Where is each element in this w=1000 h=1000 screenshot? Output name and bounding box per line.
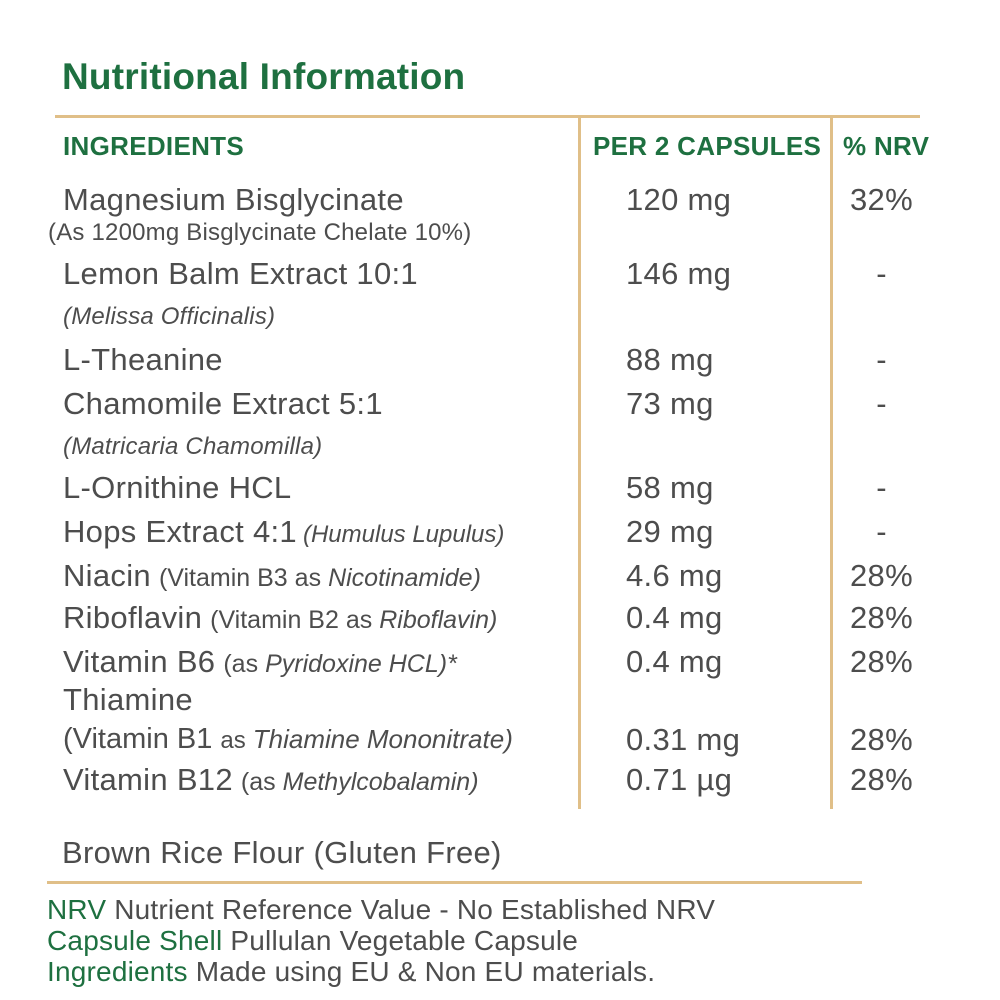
footnote-text: Pullulan Vegetable Capsule xyxy=(230,925,579,956)
ingredient-name: Vitamin B12 xyxy=(63,762,233,797)
ingredient-name: Riboflavin xyxy=(63,600,203,635)
ingredient-nrv: 28% xyxy=(830,717,920,757)
ingredient-form: (Vitamin B1 xyxy=(63,723,213,755)
table-row: Magnesium Bisglycinate xyxy=(55,177,578,217)
ingredient-name: Hops Extract 4:1 xyxy=(63,514,297,549)
ingredient-nrv: 28% xyxy=(830,635,920,679)
table-cell-empty xyxy=(830,291,920,331)
ingredient-amount: 0.31 mg xyxy=(578,717,830,757)
ingredient-name: Vitamin B6 xyxy=(63,644,216,679)
table-row: L-Ornithine HCL xyxy=(55,461,578,505)
footnote-label: Ingredients xyxy=(47,956,188,987)
ingredient-amount: 88 mg xyxy=(578,331,830,377)
ingredient-form-italic: Pyridoxine HCL) xyxy=(265,650,448,678)
footnote-capsule-shell: Capsule Shell Pullulan Vegetable Capsule xyxy=(47,925,960,956)
ingredient-nrv: - xyxy=(830,461,920,505)
ingredient-name: L-Ornithine HCL xyxy=(63,470,292,505)
ingredient-form-italic: Nicotinamide) xyxy=(328,564,481,592)
ingredient-form: (Vitamin B2 as xyxy=(210,606,373,634)
ingredient-latin-name: (Humulus Lupulus) xyxy=(302,521,505,548)
column-header-ingredients: INGREDIENTS xyxy=(63,131,244,161)
ingredient-amount: 4.6 mg xyxy=(578,549,830,593)
table-row: (As 1200mg Bisglycinate Chelate 10%) xyxy=(48,217,578,247)
ingredient-nrv: 28% xyxy=(830,549,920,593)
table-row: Thiamine xyxy=(55,679,578,717)
page-title: Nutritional Information xyxy=(62,56,466,97)
ingredient-amount: 146 mg xyxy=(578,247,830,291)
table-row: (Matricaria Chamomilla) xyxy=(55,421,578,461)
ingredient-nrv: - xyxy=(830,247,920,291)
ingredient-nrv: - xyxy=(830,377,920,421)
table-row: L-Theanine xyxy=(55,331,578,377)
table-cell-empty xyxy=(578,291,830,331)
ingredient-subtext: (Matricaria Chamomilla) xyxy=(63,433,323,460)
table-cell-empty xyxy=(578,421,830,461)
table-row: Chamomile Extract 5:1 xyxy=(55,377,578,421)
ingredient-form: (as xyxy=(223,650,259,678)
ingredient-nrv: - xyxy=(830,331,920,377)
footnotes: NRV Nutrient Reference Value - No Establi… xyxy=(47,894,960,987)
ingredient-name: Magnesium Bisglycinate xyxy=(63,182,404,217)
table-cell-empty xyxy=(578,217,830,247)
footnote-nrv: NRV Nutrient Reference Value - No Establi… xyxy=(47,894,960,925)
table-cell-empty xyxy=(830,421,920,461)
footnote-ingredients: Ingredients Made using EU & Non EU materi… xyxy=(47,956,960,987)
ingredient-form: (as xyxy=(240,768,276,796)
footer-divider xyxy=(47,881,862,884)
table-row: Niacin (Vitamin B3 as Nicotinamide) xyxy=(55,549,578,593)
ingredient-form-italic: Thiamine Mononitrate) xyxy=(252,724,513,754)
ingredient-name: L-Theanine xyxy=(63,342,223,377)
ingredient-name: Niacin xyxy=(63,558,151,593)
table-row: (Melissa Officinalis) xyxy=(55,291,578,331)
ingredient-amount: 0.71 µg xyxy=(578,757,830,809)
table-cell-empty xyxy=(830,679,920,717)
ingredient-asterisk: * xyxy=(447,650,457,678)
nutrition-table: INGREDIENTS PER 2 CAPSULES % NRV Magnesi… xyxy=(48,115,929,809)
table-row: Vitamin B6 (as Pyridoxine HCL)* xyxy=(55,635,578,679)
ingredient-amount: 58 mg xyxy=(578,461,830,505)
other-ingredient: Brown Rice Flour (Gluten Free) xyxy=(62,835,502,870)
ingredient-nrv: 28% xyxy=(830,757,920,809)
footnote-label: NRV xyxy=(47,894,107,925)
table-row: Lemon Balm Extract 10:1 xyxy=(55,247,578,291)
table-cell-empty xyxy=(830,217,920,247)
table-row: Hops Extract 4:1 (Humulus Lupulus) xyxy=(55,505,578,549)
ingredient-name: Thiamine xyxy=(63,682,193,717)
ingredient-form: (Vitamin B3 as xyxy=(158,564,322,592)
ingredient-amount: 120 mg xyxy=(578,177,830,217)
ingredient-amount: 73 mg xyxy=(578,377,830,421)
table-row: Vitamin B12 (as Methylcobalamin) xyxy=(55,757,578,809)
ingredient-nrv: 32% xyxy=(830,177,920,217)
ingredient-amount: 0.4 mg xyxy=(578,635,830,679)
ingredient-subtext: (As 1200mg Bisglycinate Chelate 10%) xyxy=(48,219,472,246)
ingredient-form-italic: Methylcobalamin) xyxy=(282,768,479,796)
footnote-text: Nutrient Reference Value - No Establishe… xyxy=(114,894,716,925)
ingredient-amount: 0.4 mg xyxy=(578,593,830,635)
table-row: Riboflavin (Vitamin B2 as Riboflavin) xyxy=(55,593,578,635)
column-header-nrv: % NRV xyxy=(830,118,929,177)
footnote-text: Made using EU & Non EU materials. xyxy=(195,956,656,987)
footnote-label: Capsule Shell xyxy=(47,925,223,956)
ingredient-nrv: - xyxy=(830,505,920,549)
ingredient-form-italic: Riboflavin) xyxy=(379,606,498,634)
ingredient-nrv: 28% xyxy=(830,593,920,635)
ingredient-name: Lemon Balm Extract 10:1 xyxy=(63,256,418,291)
ingredient-subtext: (Melissa Officinalis) xyxy=(63,303,276,330)
table-cell-empty xyxy=(578,679,830,717)
ingredient-amount: 29 mg xyxy=(578,505,830,549)
ingredient-form-as: as xyxy=(220,727,246,754)
ingredient-name: Chamomile Extract 5:1 xyxy=(63,386,383,421)
table-row: (Vitamin B1 as Thiamine Mononitrate) xyxy=(55,717,578,757)
column-header-per-serving: PER 2 CAPSULES xyxy=(578,118,830,177)
